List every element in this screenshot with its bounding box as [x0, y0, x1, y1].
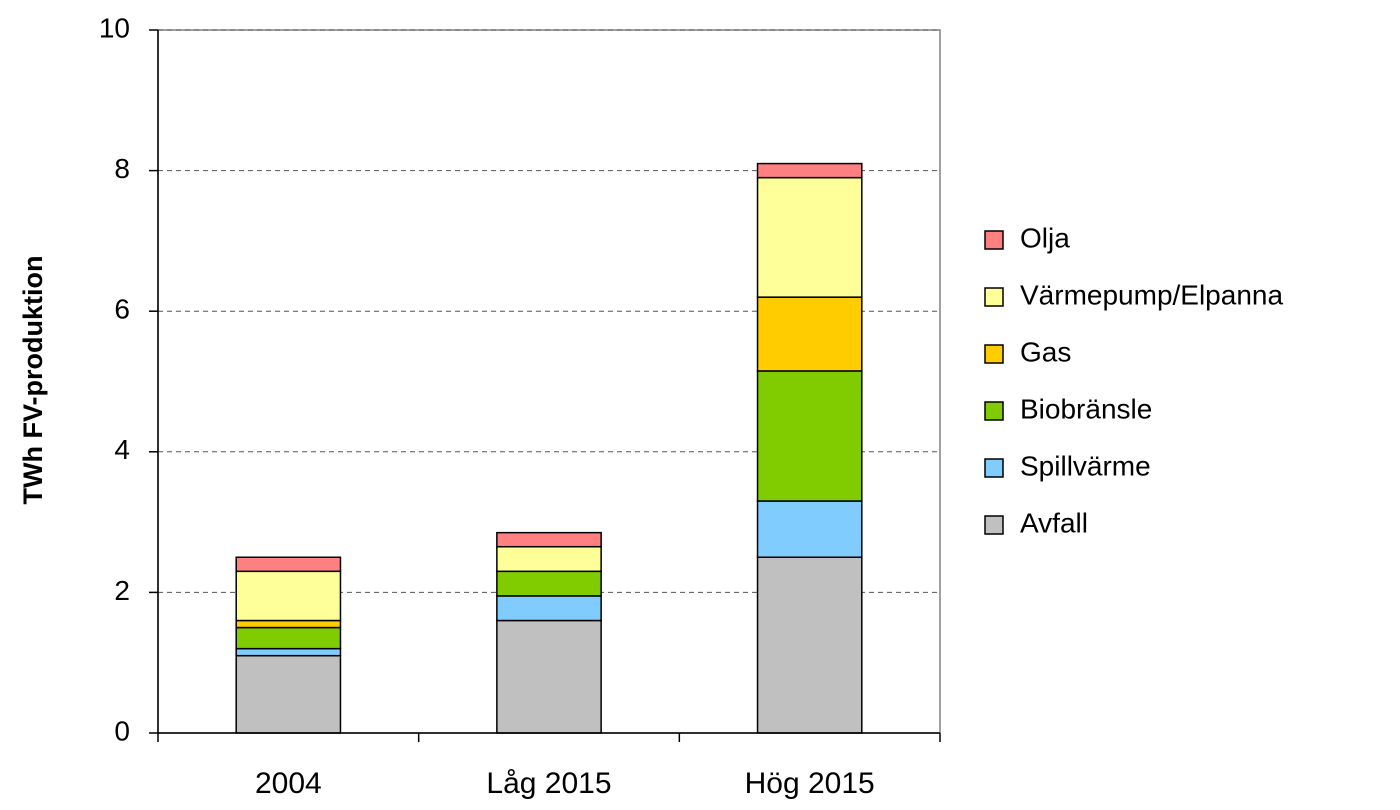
legend-label: Värmepump/Elpanna	[1020, 279, 1283, 310]
bar-segment	[496, 595, 602, 622]
y-axis-title: TWh FV-produktion	[18, 256, 48, 505]
legend-swatch	[984, 401, 1004, 421]
y-tick-label: 4	[114, 434, 130, 465]
y-tick-label: 0	[114, 715, 130, 746]
legend-label: Olja	[1020, 222, 1070, 253]
bar-segment	[496, 531, 602, 548]
y-tick-label: 10	[99, 12, 130, 43]
legend-swatch	[984, 230, 1004, 250]
bar-segment	[756, 296, 863, 372]
y-tick-label: 6	[114, 294, 130, 325]
x-tick-label: Låg 2015	[486, 767, 611, 800]
bar-segment	[756, 500, 863, 559]
bar-segment	[235, 626, 342, 650]
y-tick-label: 8	[114, 153, 130, 184]
bar-segment	[235, 619, 342, 629]
bar-segment	[756, 162, 863, 179]
legend-label: Avfall	[1020, 507, 1088, 538]
bar-segment	[235, 647, 342, 657]
legend-label: Spillvärme	[1020, 450, 1151, 481]
bar-segment	[756, 370, 863, 502]
bar-segment	[235, 570, 342, 622]
legend-label: Gas	[1020, 336, 1071, 367]
bar-segment	[496, 570, 602, 597]
bar-segment	[496, 545, 602, 573]
bar-segment	[756, 556, 863, 734]
legend-label: Biobränsle	[1020, 393, 1152, 424]
legend-swatch	[984, 344, 1004, 364]
x-tick-label: Hög 2015	[745, 767, 875, 800]
bar-segment	[235, 556, 342, 573]
legend-swatch	[984, 515, 1004, 535]
bar-segment	[235, 654, 342, 734]
y-tick-label: 2	[114, 575, 130, 606]
legend-swatch	[984, 458, 1004, 478]
legend-swatch	[984, 287, 1004, 307]
x-tick-label: 2004	[255, 767, 322, 800]
bar-segment	[756, 176, 863, 298]
bar-segment	[496, 619, 602, 734]
